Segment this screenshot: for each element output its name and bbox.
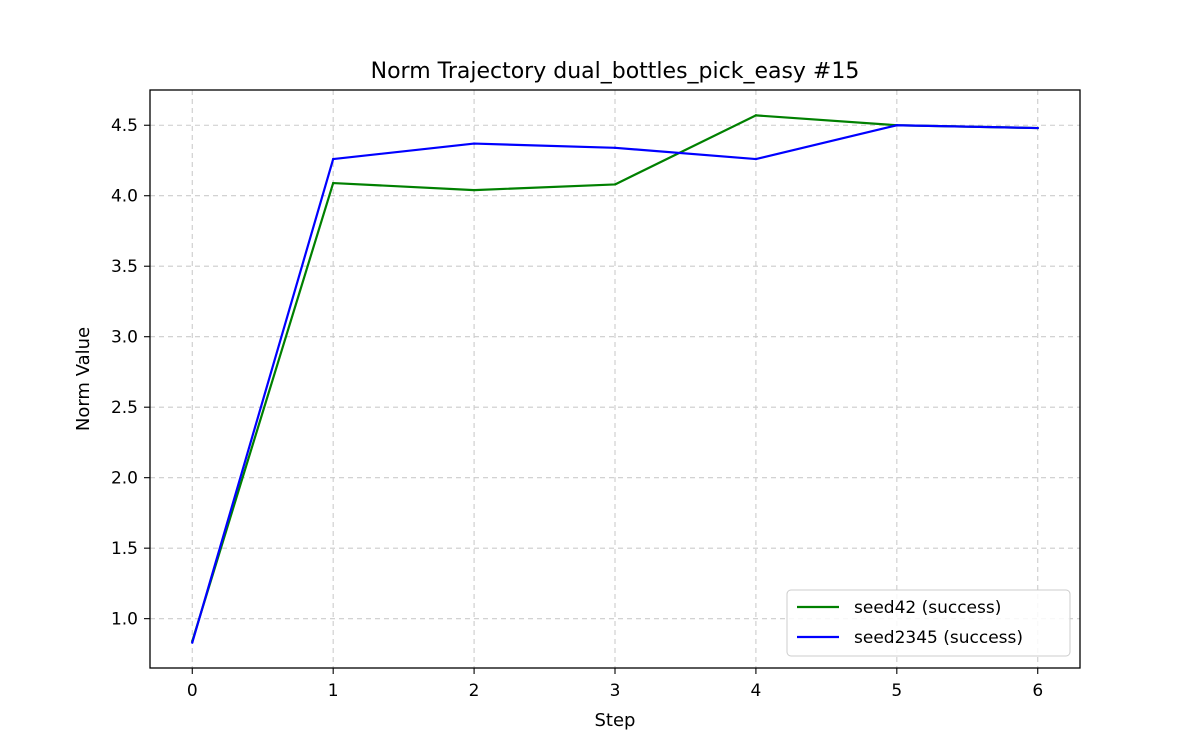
- grid: [150, 90, 1080, 668]
- x-tick-label: 5: [891, 681, 902, 701]
- data-point: [191, 641, 194, 644]
- y-tick-label: 2.5: [111, 398, 138, 418]
- data-point: [613, 146, 617, 149]
- legend-label: seed42 (success): [854, 598, 1001, 618]
- x-tick-label: 4: [750, 681, 761, 701]
- x-tick-label: 0: [187, 681, 198, 701]
- y-tick-label: 4.0: [111, 187, 138, 207]
- data-point: [331, 157, 335, 161]
- y-tick-label: 2.0: [111, 469, 138, 489]
- chart-title: Norm Trajectory dual_bottles_pick_easy #…: [371, 59, 860, 84]
- x-tick-label: 3: [610, 681, 621, 701]
- y-tick-label: 1.5: [111, 539, 138, 559]
- y-tick-label: 3.0: [111, 328, 138, 348]
- data-point: [472, 188, 476, 192]
- legend-box: [786, 589, 1071, 657]
- data-point: [472, 142, 476, 145]
- y-tick-label: 1.0: [111, 610, 138, 630]
- x-tick-label: 1: [328, 681, 339, 701]
- x-tick-label: 6: [1032, 681, 1043, 701]
- x-axis-label: Step: [595, 710, 636, 731]
- data-point: [613, 183, 617, 186]
- y-tick-label: 4.5: [111, 116, 138, 136]
- data-point: [1036, 126, 1039, 130]
- data-point: [331, 181, 335, 185]
- data-point: [754, 157, 758, 161]
- y-tick-label: 3.5: [111, 257, 138, 277]
- x-tick-label: 2: [469, 681, 480, 701]
- data-point: [895, 124, 899, 127]
- legend: seed42 (success) seed2345 (success): [786, 589, 1071, 657]
- series-lines: [191, 114, 1039, 644]
- data-point: [754, 114, 758, 117]
- ticks: 0 1 2 3 4 5 6 1.0 1.5 2.0 2.5 3.0 3.5 4.0 4.5: [111, 116, 1043, 701]
- legend-label: seed2345 (success): [854, 628, 1023, 648]
- y-axis-label: Norm Value: [73, 327, 94, 431]
